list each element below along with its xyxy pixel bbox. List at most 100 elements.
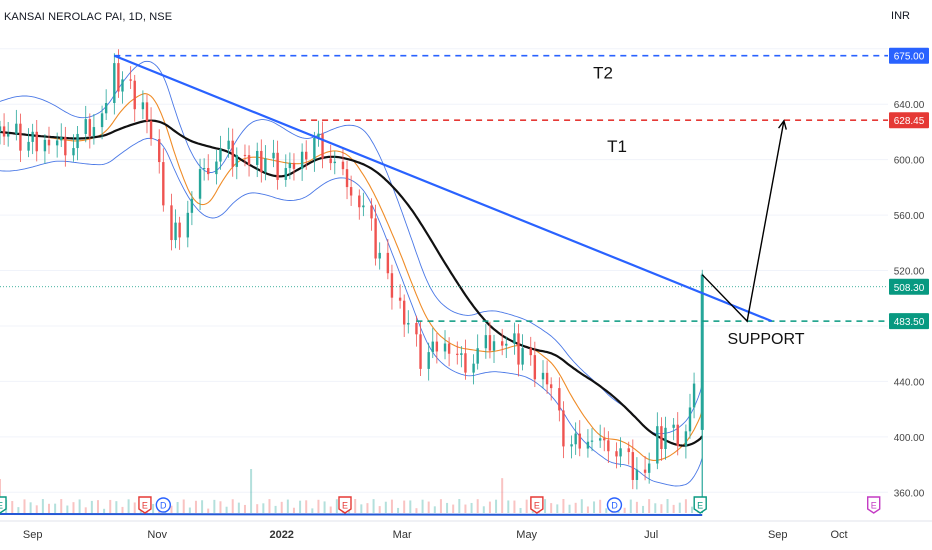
volume-bar bbox=[654, 503, 657, 513]
candle-body bbox=[345, 169, 349, 188]
candle-body bbox=[447, 343, 451, 354]
volume-bar bbox=[458, 499, 461, 513]
dividend-marker: D bbox=[155, 497, 172, 513]
volume-bar bbox=[170, 505, 173, 513]
volume-bar bbox=[691, 506, 694, 513]
x-tick-label: Jul bbox=[644, 529, 658, 541]
candle-body bbox=[578, 433, 581, 449]
candle-body bbox=[476, 348, 479, 364]
volume-bar bbox=[115, 501, 118, 513]
volume-bar bbox=[562, 499, 565, 513]
candle-body bbox=[219, 149, 222, 162]
volume-bar bbox=[452, 504, 455, 513]
candle-body bbox=[84, 119, 87, 134]
candle-body bbox=[149, 121, 153, 140]
volume-bar bbox=[519, 507, 522, 513]
candle-body bbox=[386, 252, 390, 274]
candle-body bbox=[607, 440, 610, 452]
volume-bar bbox=[623, 507, 626, 513]
volume-bar bbox=[415, 508, 418, 513]
volume-bar bbox=[642, 505, 645, 513]
earnings-marker: E bbox=[530, 496, 544, 514]
volume-bar bbox=[29, 502, 32, 513]
marker-text: D bbox=[611, 501, 618, 511]
volume-bar bbox=[292, 507, 295, 513]
earnings-marker: E bbox=[867, 496, 881, 514]
volume-bar bbox=[568, 504, 571, 513]
price-label-box: 483.50 bbox=[889, 313, 929, 330]
candle-body bbox=[700, 274, 704, 430]
volume-bar bbox=[201, 500, 204, 513]
volume-bar bbox=[666, 499, 669, 513]
volume-bar bbox=[225, 506, 228, 513]
marker-shape bbox=[155, 497, 172, 513]
marker-shape bbox=[338, 496, 352, 514]
candle-body bbox=[145, 102, 149, 122]
price-label-text: 483.50 bbox=[894, 317, 925, 328]
price-label-bg bbox=[889, 112, 929, 129]
marker-text: E bbox=[871, 501, 877, 511]
volume-bar bbox=[446, 502, 449, 513]
candle-body bbox=[643, 469, 647, 473]
volume-bar bbox=[684, 499, 687, 513]
price-label-text: 675.00 bbox=[894, 52, 925, 63]
candle-body bbox=[590, 440, 594, 442]
marker-text: D bbox=[160, 501, 167, 511]
volume-bar bbox=[60, 499, 63, 513]
volume-bar bbox=[672, 504, 675, 513]
volume-bar bbox=[84, 507, 87, 513]
volume-bar bbox=[90, 500, 93, 513]
candle-body bbox=[488, 335, 492, 351]
candle-body bbox=[500, 341, 504, 346]
volume-bar bbox=[299, 500, 302, 513]
candle-body bbox=[129, 79, 132, 81]
candle-body bbox=[684, 431, 688, 447]
candle-body bbox=[321, 133, 324, 159]
marker-text: E bbox=[0, 501, 3, 511]
candle-body bbox=[627, 448, 630, 453]
x-tick-label: Nov bbox=[147, 529, 167, 541]
candle-body bbox=[660, 426, 663, 449]
volume-bar bbox=[384, 501, 387, 513]
candle-body bbox=[178, 222, 181, 238]
candle-body bbox=[586, 441, 590, 449]
price-label-text: 508.30 bbox=[894, 283, 925, 294]
volume-bar bbox=[470, 502, 473, 513]
marker-shape bbox=[693, 496, 707, 514]
volume-bar bbox=[121, 506, 124, 513]
volume-bar bbox=[660, 504, 663, 513]
candle-body bbox=[55, 140, 59, 146]
chart-title: KANSAI NEROLAC PAI, 1D, NSE bbox=[4, 11, 173, 23]
volume-bar bbox=[427, 501, 430, 513]
candle-body bbox=[370, 205, 373, 219]
candle-body bbox=[517, 333, 520, 365]
candle-body bbox=[117, 63, 120, 92]
candle-body bbox=[672, 424, 675, 428]
volume-bar bbox=[482, 506, 485, 513]
volume-bar bbox=[47, 503, 50, 513]
candle-body bbox=[431, 341, 434, 353]
candle-body bbox=[390, 273, 394, 298]
candle-body bbox=[170, 205, 173, 241]
volume-bar bbox=[182, 499, 185, 513]
marker-shape bbox=[606, 497, 623, 513]
volume-bar bbox=[231, 499, 234, 513]
candle-body bbox=[513, 333, 516, 344]
earnings-marker: E bbox=[138, 496, 152, 514]
volume-bar bbox=[635, 501, 638, 513]
marker-text: E bbox=[142, 501, 148, 511]
candle-body bbox=[174, 222, 177, 241]
candle-body bbox=[207, 168, 210, 175]
candle-body bbox=[435, 341, 439, 352]
volume-bar bbox=[54, 503, 57, 513]
bollinger-upper-line bbox=[0, 60, 703, 435]
volume-bar bbox=[96, 500, 99, 513]
candle-body bbox=[43, 139, 47, 152]
volume-bar bbox=[556, 504, 559, 513]
volume-bar bbox=[354, 499, 357, 513]
candle-body bbox=[427, 352, 430, 369]
candle-body bbox=[603, 438, 606, 441]
candle-body bbox=[19, 123, 22, 151]
volume-bar bbox=[372, 499, 375, 513]
candle-body bbox=[549, 384, 553, 389]
